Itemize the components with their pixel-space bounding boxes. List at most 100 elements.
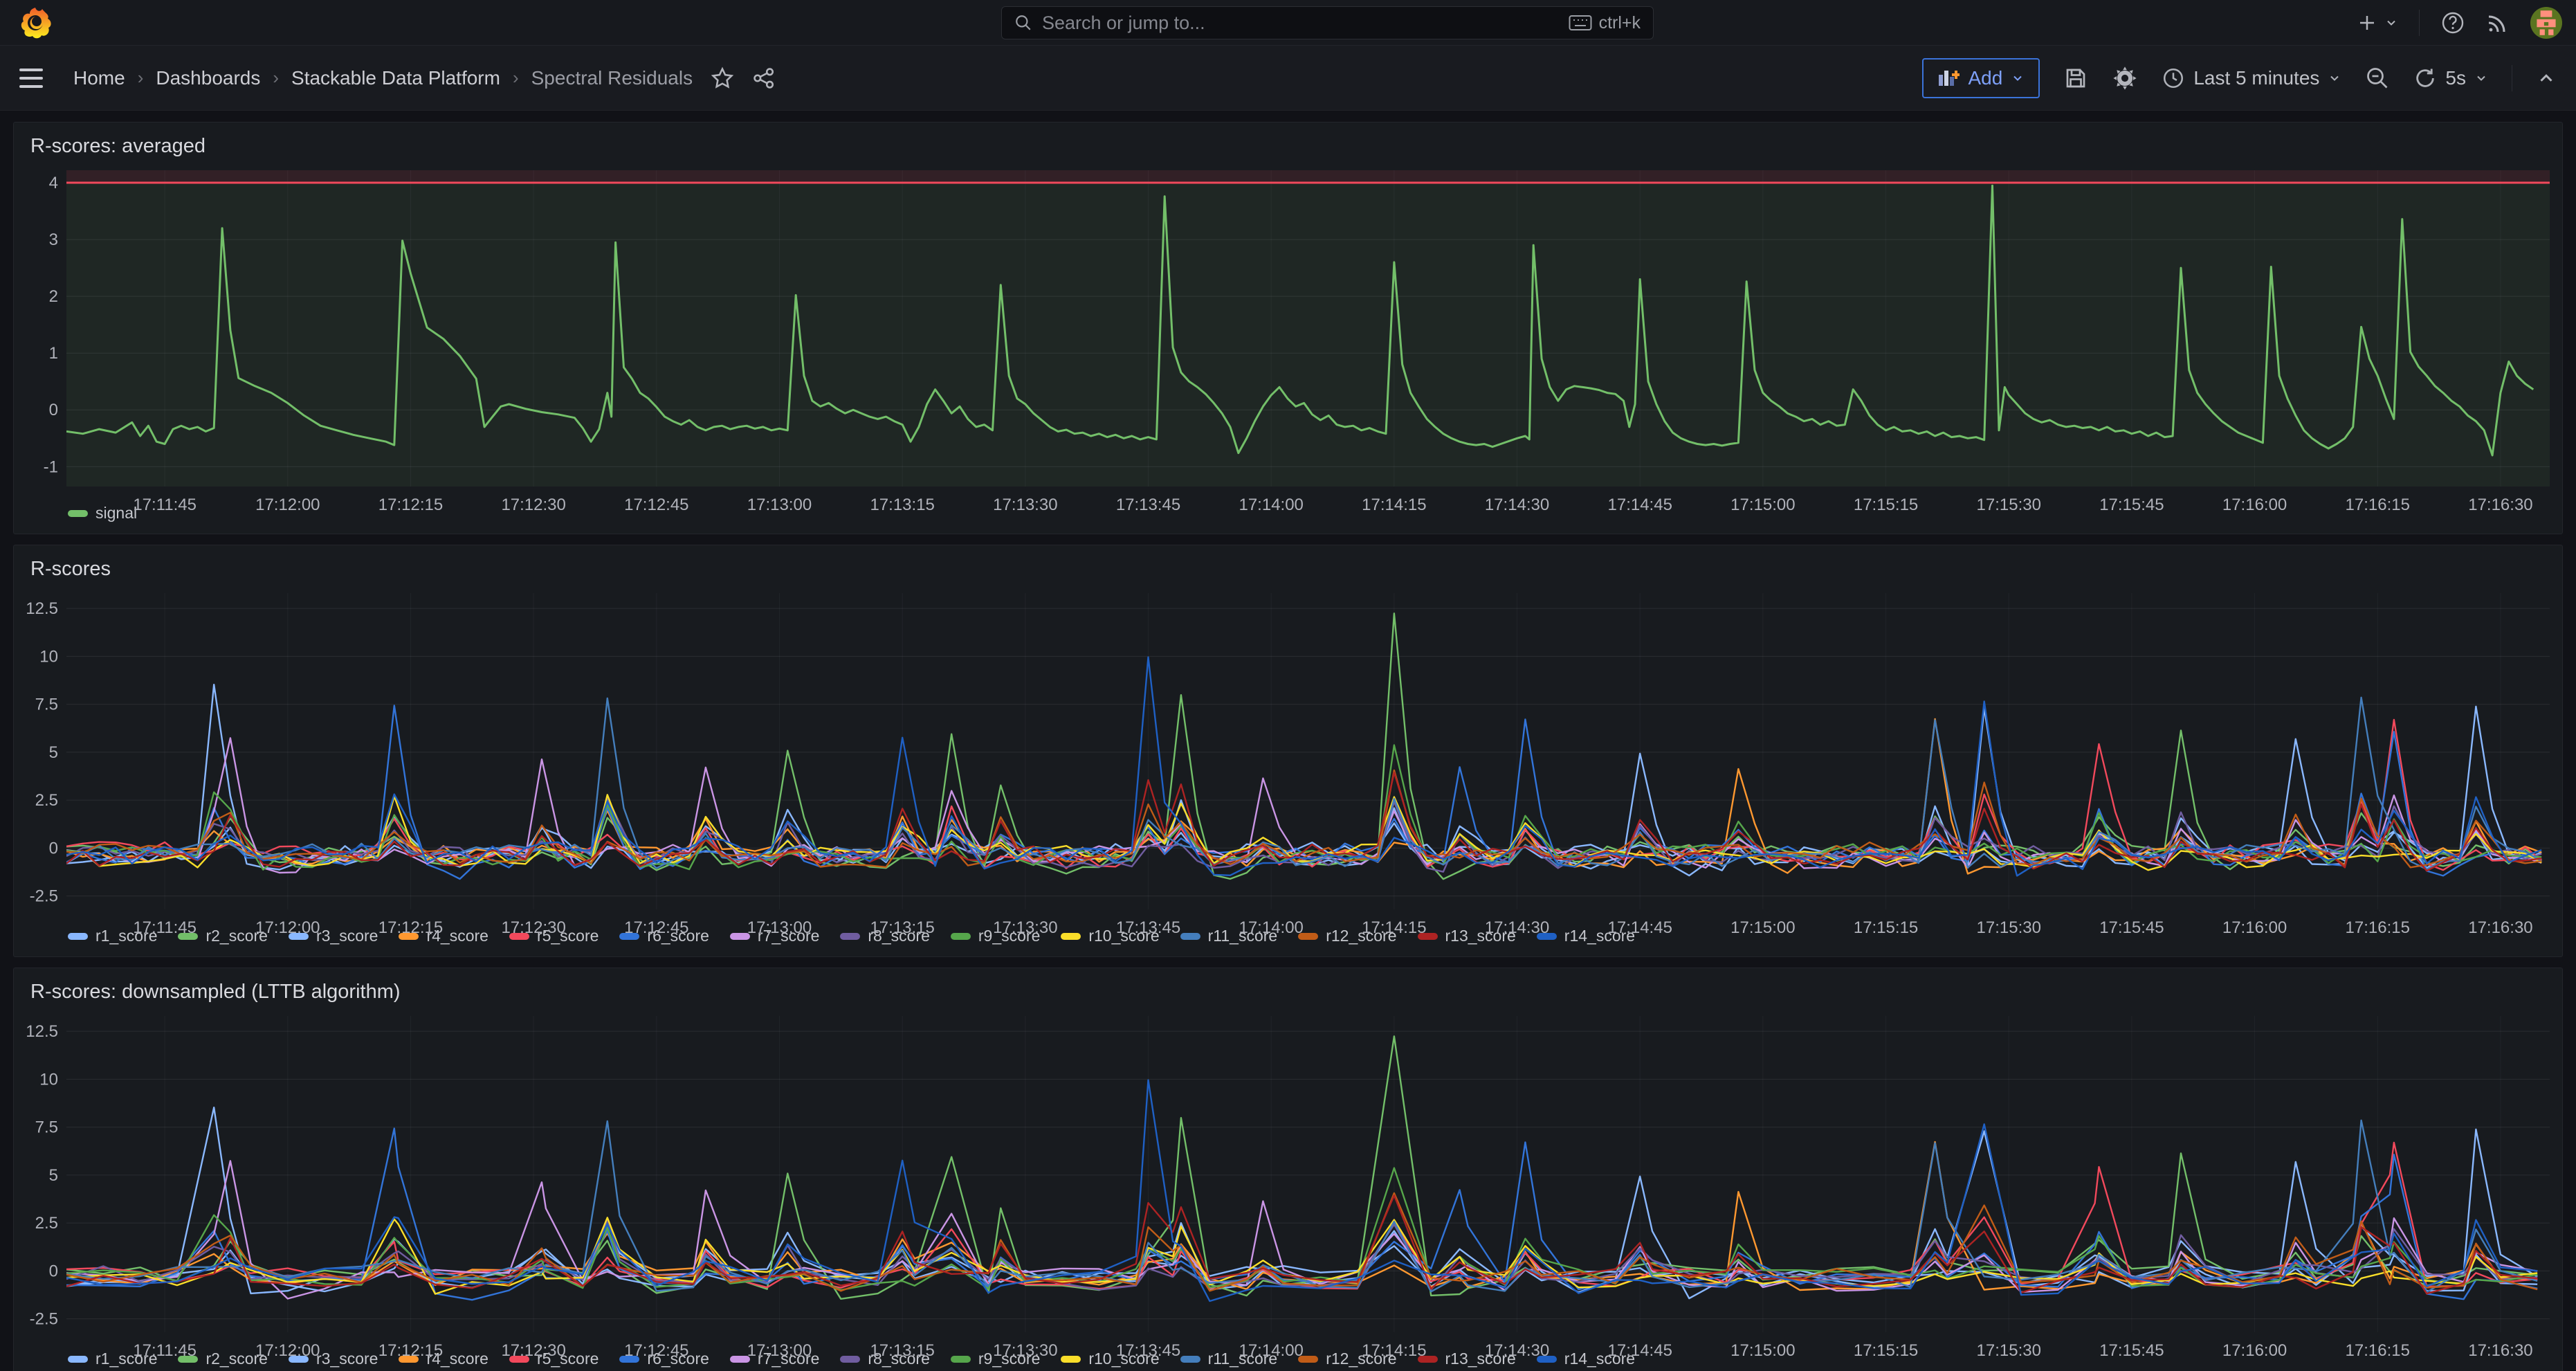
y-axis-tick-label: 0: [49, 839, 58, 857]
zoom-out-icon: [2365, 66, 2390, 91]
y-axis-tick-label: 12.5: [26, 599, 58, 618]
chevron-down-icon: [2011, 71, 2025, 85]
x-axis-tick-label: 17:14:45: [1608, 918, 1672, 937]
chevron-down-icon: [2328, 71, 2341, 85]
dashboard-grid: R-scores: averaged 43210-117:11:4517:12:…: [0, 111, 2576, 1371]
chart-canvas[interactable]: 12.5107.552.50-2.517:11:4517:12:0017:12:…: [14, 1010, 2562, 1367]
collapse-toolbar-button[interactable]: [2536, 68, 2557, 89]
x-axis-tick-label: 17:16:30: [2468, 496, 2532, 514]
y-axis-tick-label: 0: [49, 1262, 58, 1280]
breadcrumb-separator: ›: [138, 67, 144, 89]
x-axis-tick-label: 17:15:45: [2099, 1341, 2164, 1360]
x-axis-tick-label: 17:13:15: [870, 496, 934, 514]
plus-icon: [2357, 12, 2377, 33]
y-axis-tick-label: -2.5: [30, 1310, 58, 1329]
x-axis-tick-label: 17:14:30: [1485, 496, 1549, 514]
x-axis-tick-label: 17:14:00: [1239, 918, 1303, 937]
clock-icon: [2162, 66, 2185, 90]
breadcrumb-current-dashboard: Spectral Residuals: [531, 67, 693, 89]
share-dashboard-button[interactable]: [752, 66, 776, 90]
timeseries-chart-rscores[interactable]: 12.5107.552.50-2.517:11:4517:12:0017:12:…: [14, 588, 2562, 925]
series-line: [66, 613, 2541, 879]
time-range-picker[interactable]: Last 5 minutes: [2162, 66, 2341, 90]
y-axis-tick-label: 0: [49, 401, 58, 419]
x-axis-tick-label: 17:12:15: [378, 496, 443, 514]
favorite-dashboard-button[interactable]: [711, 66, 734, 90]
y-axis-tick-label: 3: [49, 230, 58, 249]
y-axis-tick-label: 2: [49, 287, 58, 306]
x-axis-tick-label: 17:12:45: [624, 496, 688, 514]
add-button-label: Add: [1968, 67, 2002, 89]
user-avatar[interactable]: [2530, 7, 2562, 39]
x-axis-tick-label: 17:15:00: [1730, 918, 1795, 937]
x-axis-tick-label: 17:12:00: [255, 918, 320, 937]
x-axis-tick-label: 17:14:45: [1608, 496, 1672, 514]
x-axis-tick-label: 17:16:30: [2468, 1341, 2532, 1360]
help-icon: [2440, 10, 2465, 35]
refresh-icon: [2413, 66, 2437, 90]
breadcrumb-folder[interactable]: Stackable Data Platform: [291, 67, 500, 89]
save-icon: [2063, 66, 2088, 91]
y-axis-tick-label: 7.5: [35, 1118, 58, 1137]
search-input[interactable]: [1042, 12, 1559, 34]
x-axis-tick-label: 17:13:45: [1116, 918, 1180, 937]
chevron-up-icon: [2536, 68, 2557, 89]
add-panel-button[interactable]: Add: [1922, 58, 2040, 98]
panel-title[interactable]: R-scores: [14, 545, 2562, 588]
x-axis-tick-label: 17:12:45: [624, 1341, 688, 1360]
x-axis-tick-label: 17:16:15: [2346, 1341, 2410, 1360]
panel-title[interactable]: R-scores: downsampled (LTTB algorithm): [14, 968, 2562, 1010]
save-dashboard-button[interactable]: [2063, 66, 2088, 91]
x-axis-tick-label: 17:13:00: [747, 1341, 812, 1360]
global-search[interactable]: ctrl+k: [1001, 6, 1654, 39]
y-axis-tick-label: 1: [49, 344, 58, 363]
avatar-image: [2530, 7, 2562, 39]
dashboard-settings-button[interactable]: [2112, 65, 2138, 91]
x-axis-tick-label: 17:11:45: [133, 918, 197, 937]
x-axis-tick-label: 17:13:45: [1116, 1341, 1180, 1360]
time-range-label: Last 5 minutes: [2193, 67, 2319, 89]
x-axis-tick-label: 17:14:30: [1485, 918, 1549, 937]
x-axis-tick-label: 17:16:15: [2346, 496, 2410, 514]
x-axis-tick-label: 17:13:00: [747, 496, 812, 514]
x-axis-tick-label: 17:16:15: [2346, 918, 2410, 937]
x-axis-tick-label: 17:14:15: [1362, 918, 1426, 937]
x-axis-tick-label: 17:15:15: [1854, 496, 1918, 514]
breadcrumb: Home › Dashboards › Stackable Data Platf…: [73, 67, 693, 89]
x-axis-tick-label: 17:12:30: [501, 496, 565, 514]
timeseries-chart-downsampled[interactable]: 12.5107.552.50-2.517:11:4517:12:0017:12:…: [14, 1010, 2562, 1348]
y-axis-tick-label: 2.5: [35, 1214, 58, 1233]
x-axis-tick-label: 17:11:45: [133, 496, 197, 514]
x-axis-tick-label: 17:12:30: [501, 918, 565, 937]
x-axis-tick-label: 17:14:30: [1485, 1341, 1549, 1360]
series-line: [66, 1036, 2537, 1299]
x-axis-tick-label: 17:12:15: [378, 918, 443, 937]
news-button[interactable]: [2486, 11, 2510, 35]
refresh-picker[interactable]: 5s: [2413, 66, 2488, 90]
y-axis-tick-label: 12.5: [26, 1022, 58, 1041]
new-menu-button[interactable]: [2357, 12, 2398, 33]
share-icon: [752, 66, 776, 90]
help-button[interactable]: [2440, 10, 2465, 35]
zoom-out-time-button[interactable]: [2365, 66, 2390, 91]
x-axis-tick-label: 17:15:00: [1730, 496, 1795, 514]
chart-canvas[interactable]: 43210-117:11:4517:12:0017:12:1517:12:301…: [14, 165, 2562, 521]
timeseries-chart-averaged[interactable]: 43210-117:11:4517:12:0017:12:1517:12:301…: [14, 165, 2562, 502]
x-axis-tick-label: 17:15:30: [1977, 496, 2041, 514]
y-axis-tick-label: 10: [39, 1070, 58, 1089]
x-axis-tick-label: 17:13:15: [870, 918, 934, 937]
panel-title[interactable]: R-scores: averaged: [14, 122, 2562, 165]
x-axis-tick-label: 17:15:00: [1730, 1341, 1795, 1360]
x-axis-tick-label: 17:11:45: [133, 1341, 197, 1360]
breadcrumb-home[interactable]: Home: [73, 67, 125, 89]
x-axis-tick-label: 17:13:30: [993, 496, 1057, 514]
mega-menu-button[interactable]: [19, 60, 55, 96]
breadcrumb-dashboards[interactable]: Dashboards: [156, 67, 260, 89]
y-axis-tick-label: 10: [39, 647, 58, 666]
x-axis-tick-label: 17:13:00: [747, 918, 812, 937]
x-axis-tick-label: 17:13:30: [993, 918, 1057, 937]
chart-canvas[interactable]: 12.5107.552.50-2.517:11:4517:12:0017:12:…: [14, 588, 2562, 944]
x-axis-tick-label: 17:12:45: [624, 918, 688, 937]
x-axis-tick-label: 17:13:45: [1116, 496, 1180, 514]
grafana-logo-icon[interactable]: [19, 7, 51, 39]
